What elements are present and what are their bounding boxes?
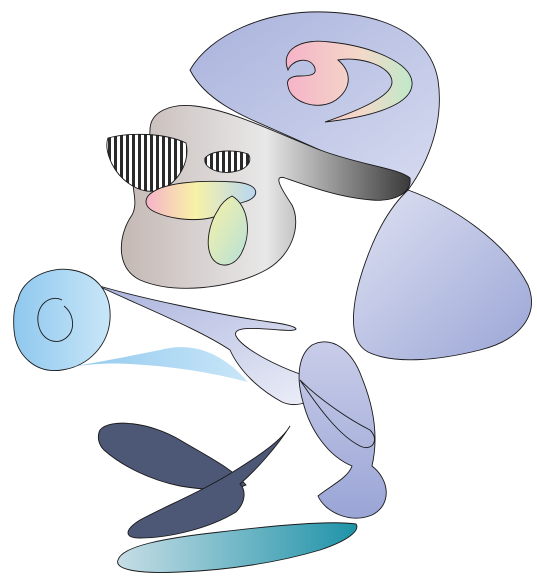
teal-leaf	[117, 522, 358, 573]
blue-ribbon	[64, 347, 248, 382]
right-wing-shape	[352, 189, 532, 361]
glasses-right-lens	[204, 150, 251, 173]
right-leg-shape	[298, 341, 387, 519]
slate-wing-lower	[127, 425, 291, 539]
spiral-line	[37, 298, 73, 342]
leg-loop-line	[299, 379, 375, 448]
leaf-shape	[207, 195, 248, 266]
cone-shape	[95, 284, 331, 405]
face-shape	[120, 104, 411, 289]
blue-spiral	[13, 268, 111, 371]
rainbow-swirl	[285, 40, 413, 123]
